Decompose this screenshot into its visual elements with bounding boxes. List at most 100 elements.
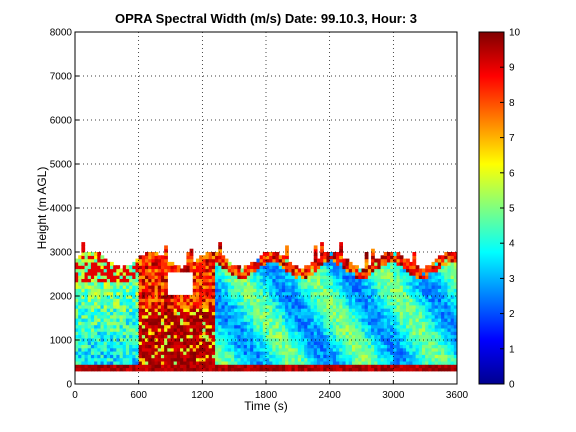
heatmap-cell bbox=[428, 275, 433, 279]
heatmap-cell bbox=[167, 321, 172, 326]
heatmap-cell bbox=[310, 291, 315, 296]
heatmap-cell bbox=[199, 347, 203, 352]
heatmap-cell bbox=[211, 311, 216, 316]
heatmap-cell bbox=[301, 291, 305, 296]
heatmap-cell bbox=[409, 288, 414, 293]
heatmap-cell bbox=[342, 275, 347, 279]
heatmap-cell bbox=[186, 367, 191, 372]
heatmap-cell bbox=[84, 311, 89, 316]
heatmap-cell bbox=[301, 331, 305, 336]
heatmap-cell bbox=[119, 337, 124, 342]
heatmap-cell bbox=[97, 341, 102, 345]
heatmap-cell bbox=[380, 331, 385, 336]
heatmap-cell bbox=[218, 255, 223, 260]
heatmap-cell bbox=[113, 351, 117, 355]
heatmap-cell bbox=[294, 367, 299, 372]
heatmap-cell bbox=[224, 265, 229, 270]
heatmap-cell bbox=[250, 291, 254, 296]
heatmap-cell bbox=[135, 268, 140, 273]
heatmap-cell bbox=[211, 252, 216, 256]
heatmap-cell bbox=[145, 255, 149, 260]
heatmap-cell bbox=[450, 308, 455, 312]
heatmap-cell bbox=[278, 311, 283, 316]
heatmap-cell bbox=[412, 278, 417, 283]
heatmap-cell bbox=[116, 308, 121, 312]
heatmap-cell bbox=[348, 304, 353, 309]
heatmap-cell bbox=[351, 327, 356, 332]
heatmap-cell bbox=[285, 311, 289, 316]
heatmap-cell bbox=[246, 341, 251, 345]
heatmap-cell bbox=[75, 327, 79, 332]
heatmap-cell bbox=[202, 275, 207, 279]
heatmap-cell bbox=[125, 304, 130, 309]
heatmap-cell bbox=[106, 278, 111, 283]
heatmap-cell bbox=[125, 367, 130, 372]
heatmap-cell bbox=[402, 268, 407, 273]
heatmap-cell bbox=[195, 288, 200, 293]
heatmap-cell bbox=[431, 281, 436, 286]
heatmap-cell bbox=[453, 327, 457, 332]
heatmap-cell bbox=[415, 357, 420, 362]
heatmap-cell bbox=[148, 327, 152, 332]
heatmap-cell bbox=[441, 360, 445, 365]
heatmap-cell bbox=[418, 321, 423, 326]
y-tick-label: 8000 bbox=[50, 28, 73, 39]
heatmap-cell bbox=[434, 275, 439, 279]
heatmap-cell bbox=[409, 265, 414, 270]
heatmap-cell bbox=[453, 331, 457, 336]
heatmap-cell bbox=[84, 252, 89, 256]
heatmap-cell bbox=[345, 334, 350, 339]
heatmap-cell bbox=[246, 344, 251, 349]
heatmap-cell bbox=[450, 334, 455, 339]
heatmap-cell bbox=[316, 278, 321, 283]
heatmap-cell bbox=[450, 294, 455, 299]
heatmap-cell bbox=[339, 360, 343, 365]
heatmap-cell bbox=[157, 261, 162, 266]
heatmap-cell bbox=[269, 341, 273, 345]
heatmap-cell bbox=[332, 311, 337, 316]
heatmap-cell bbox=[87, 324, 92, 329]
heatmap-cell bbox=[313, 285, 318, 289]
heatmap-cell bbox=[285, 327, 289, 332]
heatmap-cell bbox=[240, 304, 245, 309]
heatmap-cell bbox=[113, 347, 117, 352]
heatmap-cell bbox=[329, 258, 334, 263]
heatmap-cell bbox=[409, 301, 414, 306]
heatmap-cell bbox=[399, 301, 404, 306]
heatmap-cell bbox=[313, 271, 318, 276]
heatmap-cell bbox=[399, 291, 404, 296]
heatmap-cell bbox=[437, 314, 442, 319]
heatmap-cell bbox=[301, 314, 305, 319]
heatmap-cell bbox=[431, 314, 436, 319]
heatmap-cell bbox=[116, 304, 121, 309]
heatmap-cell bbox=[310, 278, 315, 283]
heatmap-cell bbox=[377, 334, 382, 339]
heatmap-cell bbox=[339, 255, 343, 260]
heatmap-cell bbox=[218, 327, 223, 332]
heatmap-cell bbox=[294, 314, 299, 319]
heatmap-cell bbox=[291, 318, 296, 322]
heatmap-cell bbox=[132, 301, 137, 306]
heatmap-cell bbox=[396, 294, 401, 299]
heatmap-cell bbox=[186, 255, 191, 260]
heatmap-cell bbox=[269, 261, 273, 266]
heatmap-cell bbox=[195, 258, 200, 263]
heatmap-cell bbox=[253, 301, 258, 306]
heatmap-cell bbox=[199, 278, 203, 283]
heatmap-cell bbox=[406, 311, 410, 316]
heatmap-cell bbox=[316, 347, 321, 352]
heatmap-cell bbox=[234, 360, 238, 365]
heatmap-cell bbox=[332, 334, 337, 339]
heatmap-cell bbox=[272, 360, 277, 365]
heatmap-cell bbox=[192, 291, 197, 296]
heatmap-cell bbox=[291, 271, 296, 276]
heatmap-cell bbox=[205, 304, 210, 309]
heatmap-cell bbox=[386, 331, 391, 336]
heatmap-cell bbox=[336, 285, 340, 289]
heatmap-cell bbox=[189, 308, 194, 312]
heatmap-cell bbox=[183, 334, 188, 339]
heatmap-cell bbox=[116, 360, 121, 365]
heatmap-cell bbox=[406, 351, 410, 355]
heatmap-cell bbox=[157, 347, 162, 352]
heatmap-cell bbox=[84, 278, 89, 283]
